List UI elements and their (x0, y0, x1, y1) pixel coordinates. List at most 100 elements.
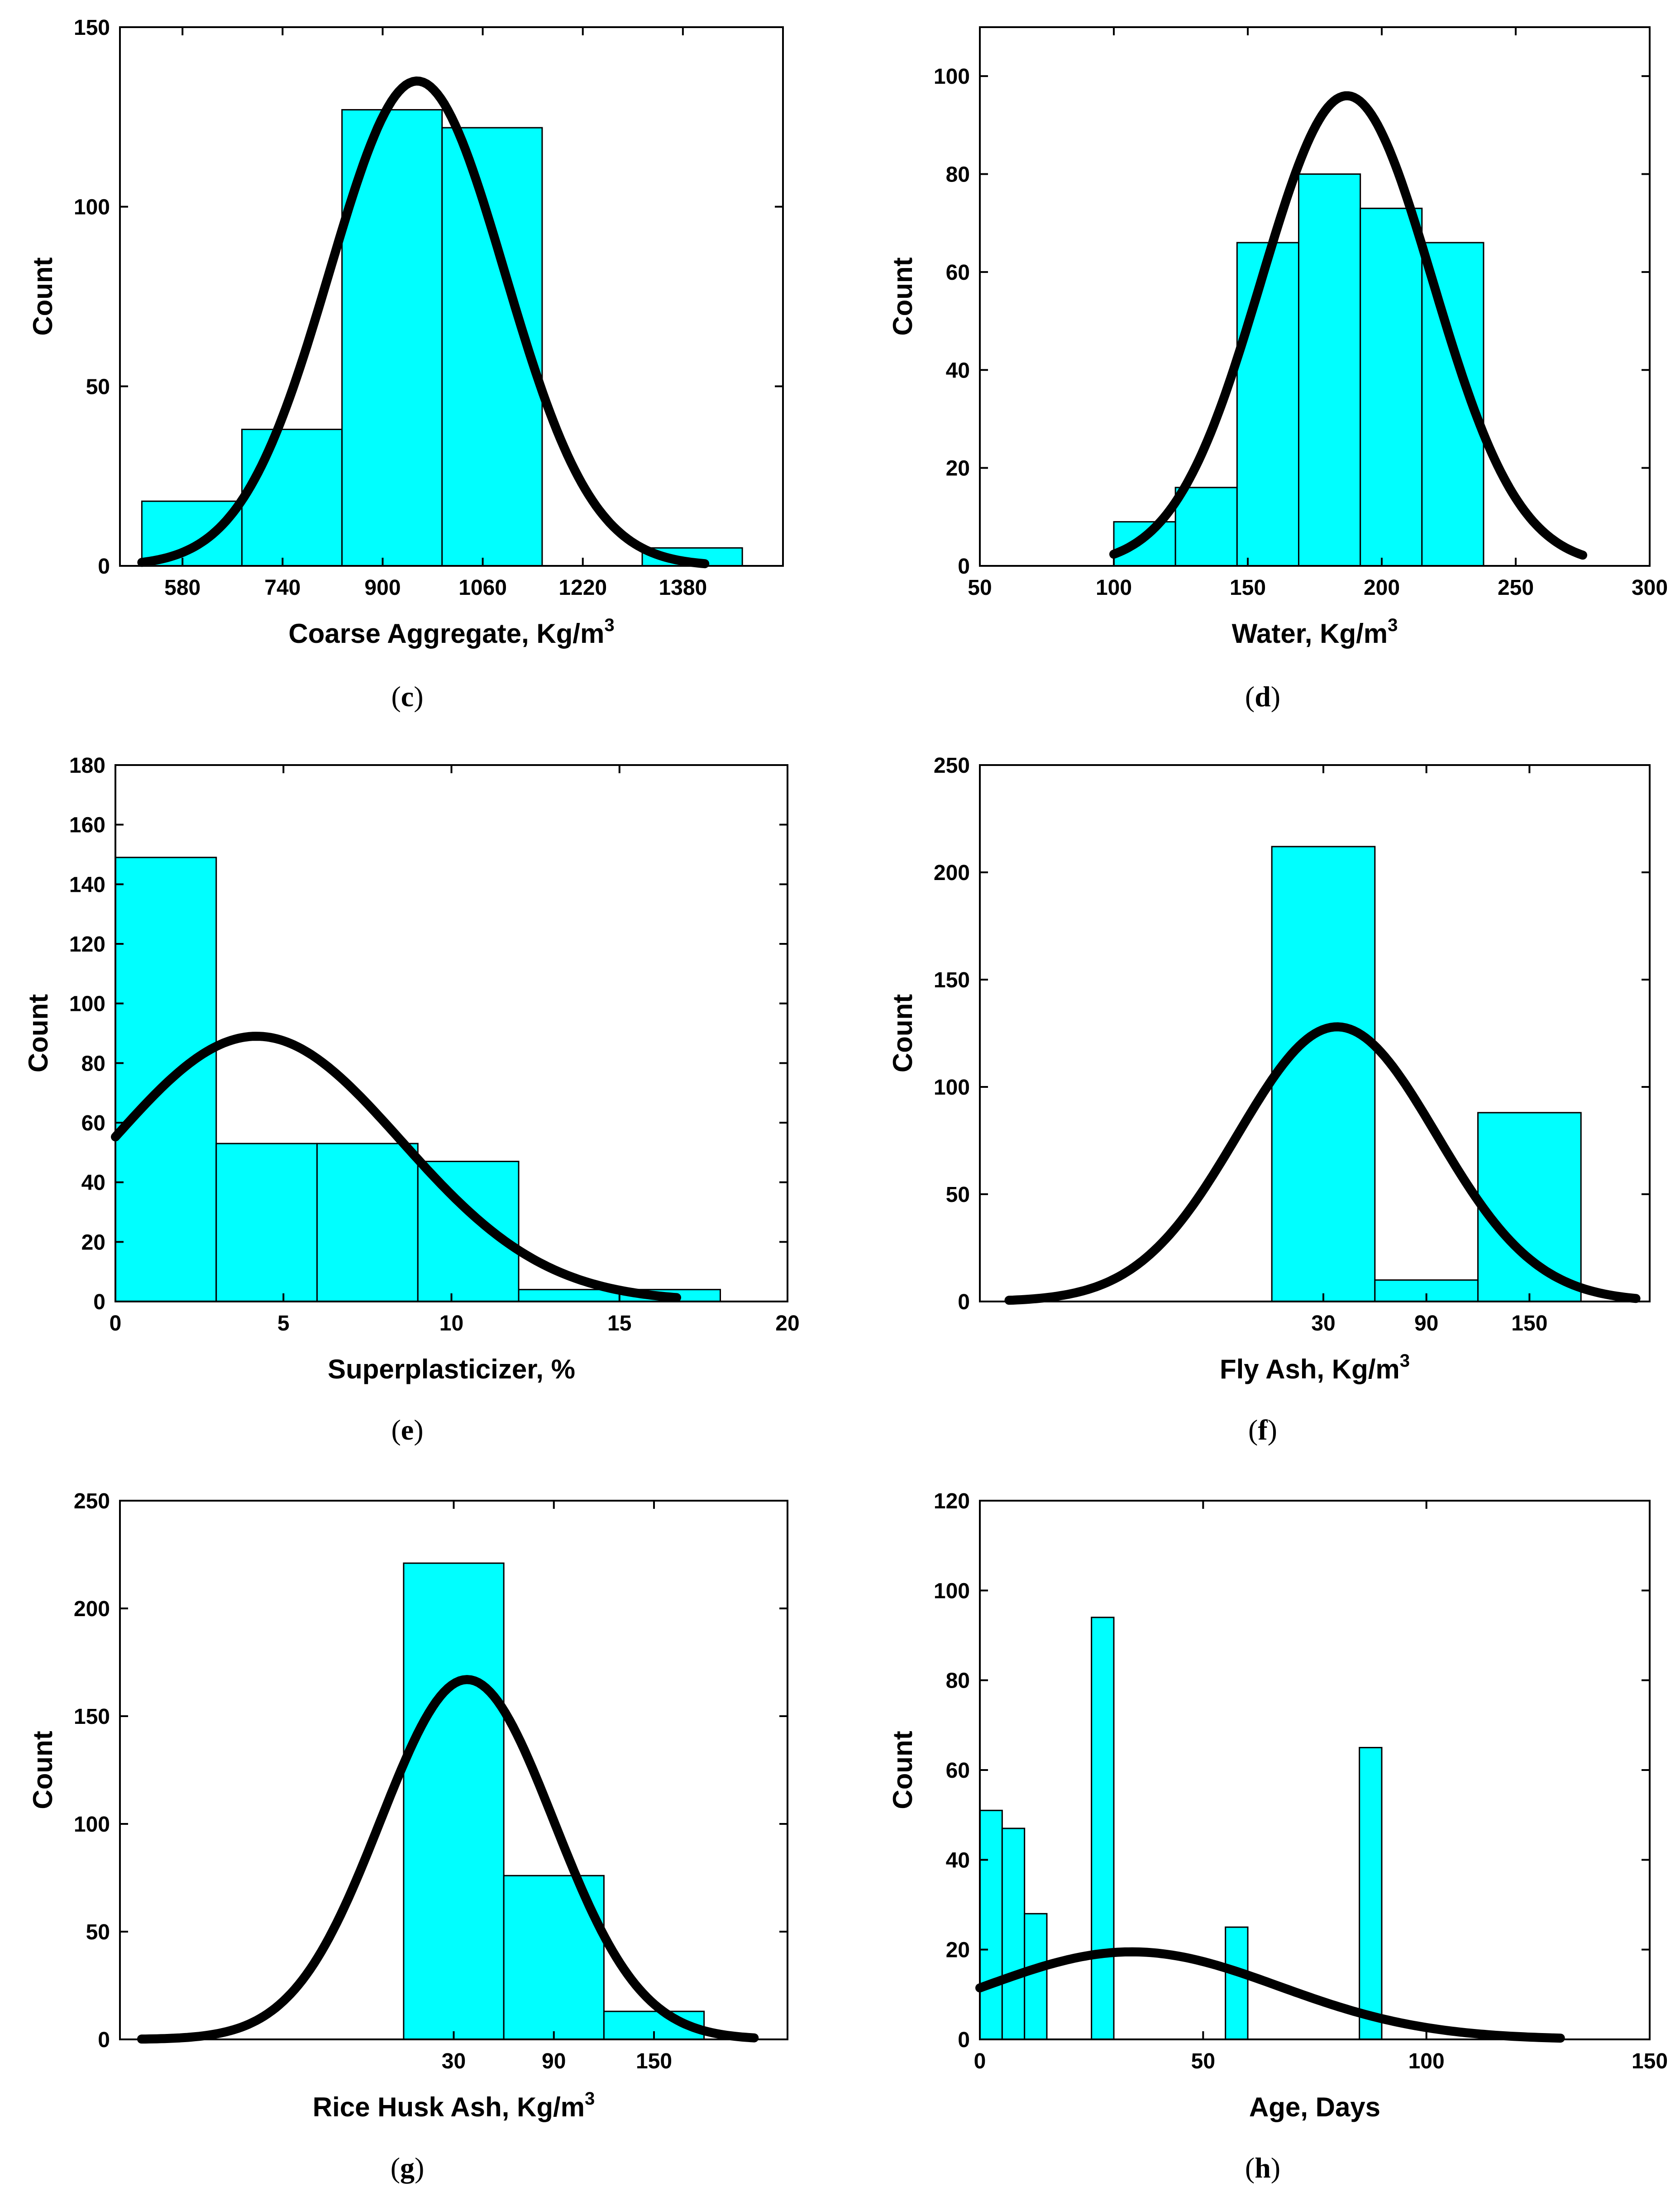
x-tick-label: 100 (1096, 576, 1132, 600)
y-tick-label: 40 (946, 359, 970, 383)
normal-fit-curve (137, 1675, 759, 2044)
normal-fit-curve (137, 77, 710, 569)
caption-paren-close: ) (1271, 680, 1280, 713)
chart-panel-e: 0 5 10 15 20 0 20 40 60 80 100 120 140 160 180 Count Sup… (23, 754, 800, 1446)
caption-letter: e (401, 1414, 414, 1446)
histogram-bar (1271, 846, 1376, 1302)
y-tick-label: 250 (934, 754, 970, 778)
panel-caption: (d) (1245, 680, 1280, 713)
caption-letter: d (1255, 680, 1271, 713)
x-tick-label: 50 (968, 576, 992, 600)
histogram-bar (1360, 207, 1423, 567)
caption-paren-close: ) (414, 1414, 423, 1446)
x-axis-label-superscript: 3 (585, 2089, 595, 2109)
y-tick-label: 80 (81, 1052, 105, 1076)
caption-paren-open: ( (1245, 680, 1255, 713)
histogram-bar (979, 1809, 1003, 2040)
y-tick-label: 160 (69, 813, 105, 837)
histogram-bar (417, 1161, 520, 1302)
y-axis-label: Count (888, 994, 918, 1072)
x-axis-label-text: Superplasticizer, % (328, 1354, 575, 1384)
chart-panel-g: 30 90 150 0 50 100 150 200 250 Count Rice Husk Ash… (28, 1489, 788, 2184)
histogram-bar (1225, 1926, 1249, 2040)
x-tick-label: 0 (110, 1311, 122, 1335)
y-tick-label: 50 (946, 1183, 970, 1207)
y-axis-label: Count (28, 257, 58, 335)
x-tick-label: 50 (1191, 2049, 1215, 2073)
caption-paren-open: ( (391, 680, 401, 713)
histogram-bar (1091, 1617, 1115, 2040)
y-tick-label: 60 (946, 1759, 970, 1783)
y-tick-label: 100 (74, 1813, 110, 1837)
x-tick-label: 20 (775, 1311, 799, 1335)
x-axis-label: Water, Kg/m3 (1232, 615, 1398, 649)
caption-paren-close: ) (1271, 2152, 1280, 2184)
y-tick-label: 20 (81, 1230, 105, 1254)
caption-paren-open: ( (1245, 2152, 1255, 2184)
y-tick-label: 100 (74, 196, 110, 220)
y-tick-label: 60 (81, 1111, 105, 1135)
y-axis-label: Count (28, 1731, 58, 1809)
x-tick-label: 250 (1498, 576, 1534, 600)
histogram-bar (1236, 242, 1299, 567)
panel-caption: (g) (391, 2152, 425, 2184)
x-axis-label-superscript: 3 (1400, 1351, 1410, 1371)
x-tick-label: 150 (1230, 576, 1266, 600)
x-tick-label: 30 (442, 2049, 466, 2073)
y-tick-label: 80 (946, 1669, 970, 1693)
x-tick-label: 300 (1632, 576, 1668, 600)
histogram-bar (1298, 173, 1361, 567)
x-tick-label: 1060 (458, 576, 507, 600)
x-tick-label: 200 (1364, 576, 1400, 600)
y-tick-label: 20 (946, 1938, 970, 1962)
panel-caption: (h) (1245, 2152, 1280, 2184)
x-tick-label: 900 (364, 576, 401, 600)
caption-paren-open: ( (391, 2152, 400, 2184)
y-tick-label: 40 (946, 1848, 970, 1872)
y-tick-label: 120 (69, 933, 105, 957)
panel-caption: (f) (1248, 1414, 1277, 1446)
y-tick-label: 0 (98, 2028, 110, 2052)
normal-fit-curve (1004, 1022, 1641, 1305)
y-tick-label: 20 (946, 457, 970, 481)
caption-paren-open: ( (391, 1414, 401, 1446)
y-tick-label: 80 (946, 163, 970, 187)
histogram-bar (316, 1143, 419, 1302)
x-axis-label-text: Age, Days (1249, 2092, 1380, 2122)
caption-letter: h (1255, 2152, 1271, 2184)
y-tick-label: 60 (946, 261, 970, 285)
x-tick-label: 580 (164, 576, 200, 600)
caption-letter: c (401, 680, 414, 713)
caption-paren-close: ) (414, 680, 423, 713)
axes-frame (119, 26, 784, 567)
y-tick-label: 100 (934, 65, 970, 89)
x-axis-label: Age, Days (1249, 2092, 1380, 2122)
y-tick-label: 250 (74, 1489, 110, 1513)
caption-paren-open: ( (1248, 1414, 1258, 1446)
x-axis-label: Rice Husk Ash, Kg/m3 (313, 2089, 595, 2122)
axes-frame (979, 764, 1651, 1302)
chart-panel-f: 30 90 150 0 50 100 150 200 250 Count Fly Ash, Kg/m… (888, 754, 1651, 1446)
axes-frame (979, 26, 1651, 567)
y-tick-label: 0 (93, 1290, 105, 1314)
histogram-bar (1024, 1913, 1048, 2040)
chart-panel-h: 0 50 100 150 0 20 40 60 80 100 120 Count Age, Days (h… (888, 1489, 1668, 2184)
panel-caption: (e) (391, 1414, 423, 1446)
x-axis-label-text: Water, Kg/m (1232, 618, 1388, 649)
normal-fit-curve (111, 1032, 681, 1302)
y-tick-label: 100 (934, 1579, 970, 1603)
y-tick-label: 150 (74, 1705, 110, 1729)
x-axis-label-superscript: 3 (604, 615, 614, 635)
caption-letter: f (1258, 1414, 1268, 1446)
x-axis-label-text: Rice Husk Ash, Kg/m (313, 2092, 585, 2122)
y-tick-label: 200 (934, 861, 970, 885)
histogram-bar (403, 1562, 505, 2040)
y-axis-label: Count (888, 1731, 918, 1809)
histogram-bar (215, 1143, 318, 1302)
x-tick-label: 1380 (659, 576, 707, 600)
y-tick-label: 100 (69, 992, 105, 1016)
y-tick-label: 180 (69, 754, 105, 778)
normal-fit-curve (1109, 91, 1587, 560)
histogram-bar (1477, 1112, 1582, 1302)
